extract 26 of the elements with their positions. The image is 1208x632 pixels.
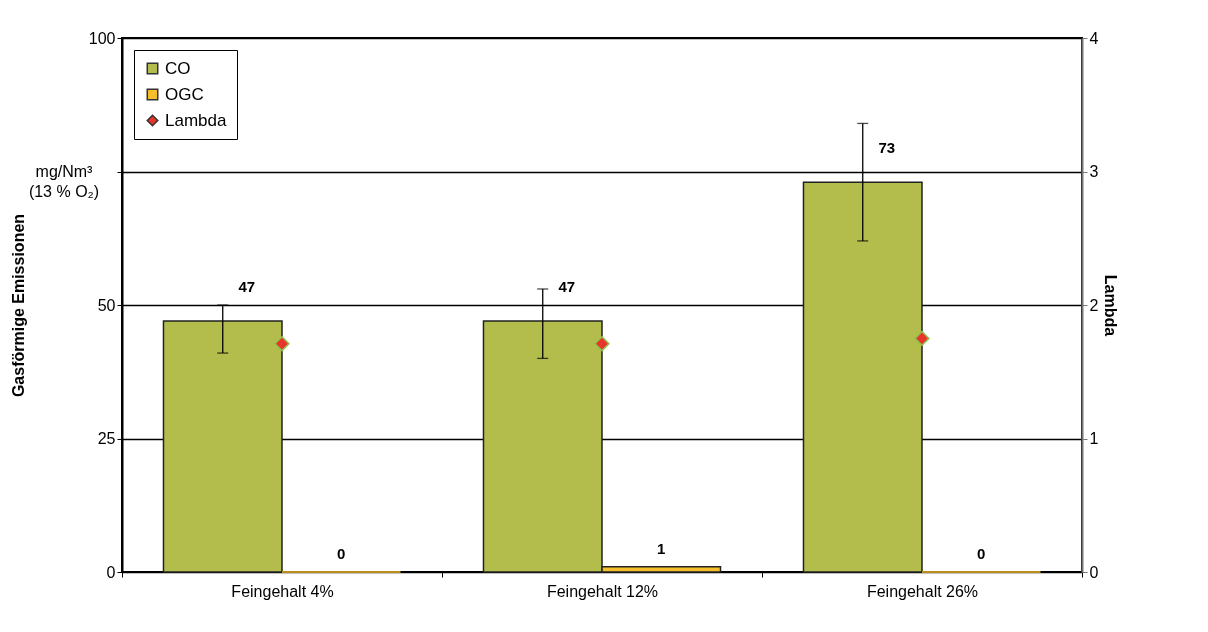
legend-label: OGC bbox=[165, 84, 204, 104]
data-label: 47 bbox=[238, 278, 256, 296]
data-label: 0 bbox=[977, 545, 986, 562]
data-label: 0 bbox=[337, 545, 346, 562]
data-label: 1 bbox=[657, 539, 666, 557]
y-axis-title: Gasförmige Emissionen bbox=[9, 213, 27, 398]
x-tick-label: Feingehalt 26% bbox=[866, 582, 979, 600]
x-tick-label: Feingehalt 12% bbox=[546, 582, 659, 600]
bar bbox=[802, 181, 923, 573]
y2-tick-label: 0 bbox=[1089, 563, 1099, 581]
data-label: 47 bbox=[558, 278, 576, 296]
y-tick-label: 25 bbox=[97, 430, 116, 447]
y-tick-label: 0 bbox=[106, 563, 116, 581]
legend-label: CO bbox=[165, 58, 191, 78]
y2-tick-label: 1 bbox=[1089, 430, 1099, 447]
y2-tick-label: 3 bbox=[1089, 163, 1099, 180]
y-tick-label: 100 bbox=[88, 29, 116, 47]
y2-tick-label: 4 bbox=[1089, 29, 1099, 47]
text: mg/Nm³ (13 % O₂) bbox=[28, 162, 100, 200]
x-tick-label: Feingehalt 4% bbox=[231, 582, 334, 600]
y-tick-label: 50 bbox=[97, 296, 116, 314]
legend-label: Lambda bbox=[165, 110, 227, 130]
y2-tick-label: 2 bbox=[1089, 296, 1099, 314]
bar bbox=[162, 320, 283, 573]
y2-axis-title: Lambda bbox=[1102, 274, 1120, 337]
data-label: 73 bbox=[878, 139, 896, 157]
